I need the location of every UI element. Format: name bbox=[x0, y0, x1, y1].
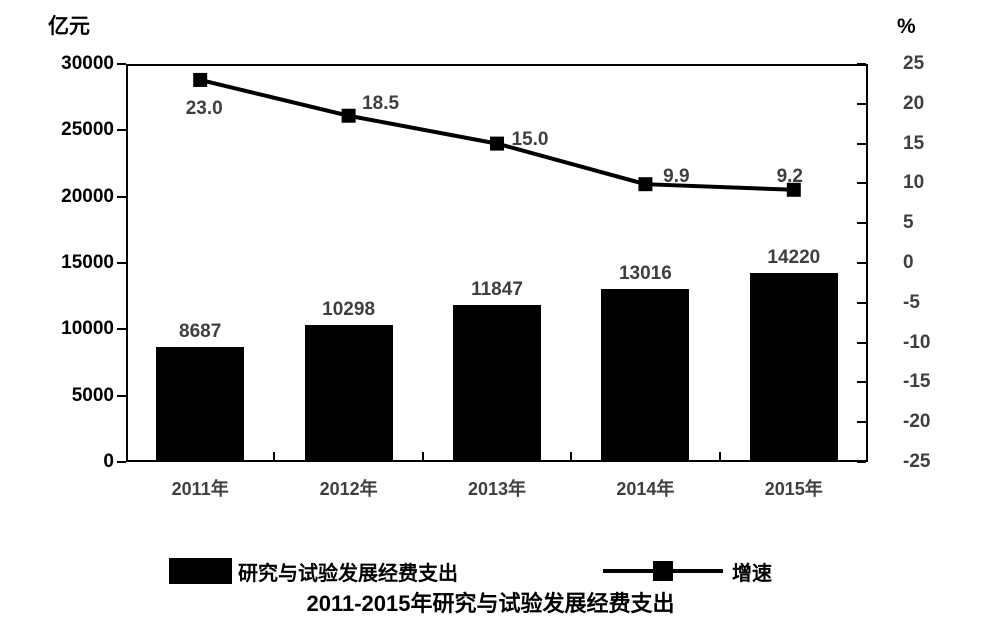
left-axis-tick-mark bbox=[117, 328, 126, 331]
line-point-label: 23.0 bbox=[185, 97, 223, 119]
right-axis-tick-label: 10 bbox=[903, 172, 925, 194]
left-axis-tick-label: 20000 bbox=[61, 185, 114, 207]
left-axis-tick-label: 15000 bbox=[61, 252, 114, 273]
line-point-label: 9.2 bbox=[776, 165, 803, 187]
right-axis-tick-label: -5 bbox=[903, 291, 920, 313]
bar-value-label: 13016 bbox=[618, 263, 672, 285]
line-point-label: 18.5 bbox=[362, 92, 400, 114]
right-axis-tick-mark bbox=[857, 222, 866, 225]
right-axis-tick-label: 5 bbox=[903, 212, 914, 234]
left-axis-tick-label: 30000 bbox=[61, 53, 114, 74]
right-axis-tick-label: -10 bbox=[903, 331, 931, 353]
left-axis-tick-label: 0 bbox=[103, 451, 114, 472]
left-axis-tick-mark bbox=[117, 394, 126, 397]
right-axis-tick-mark bbox=[857, 381, 866, 384]
legend-line-label: 增速 bbox=[732, 562, 772, 585]
bar bbox=[304, 325, 393, 462]
right-axis-tick-mark bbox=[857, 63, 866, 65]
bar bbox=[749, 273, 838, 462]
left-axis-tick-mark bbox=[117, 129, 126, 132]
left-axis-tick-mark bbox=[117, 195, 126, 198]
bar-value-label: 8687 bbox=[179, 320, 222, 342]
x-axis-tick-mark bbox=[273, 452, 276, 461]
bar bbox=[601, 289, 690, 462]
line-series-swatch bbox=[603, 554, 723, 588]
bar-value-label: 14220 bbox=[767, 247, 821, 269]
left-axis-tick-mark bbox=[117, 262, 126, 264]
right-axis-tick-label: -20 bbox=[903, 411, 931, 433]
line-point-label: 15.0 bbox=[511, 128, 549, 150]
right-axis-tick-mark bbox=[857, 421, 866, 424]
bar bbox=[156, 346, 245, 462]
left-axis-tick-mark bbox=[117, 461, 126, 463]
right-axis-tick-mark bbox=[857, 142, 866, 145]
right-axis-tick-label: -25 bbox=[903, 451, 931, 472]
left-axis-tick-mark bbox=[117, 63, 126, 65]
right-axis-tick-label: 0 bbox=[903, 252, 914, 273]
right-axis-unit-label: % bbox=[897, 15, 916, 38]
right-axis-tick-label: -15 bbox=[903, 371, 931, 393]
right-axis-tick-label: 20 bbox=[903, 92, 925, 114]
x-axis-label: 2013年 bbox=[467, 479, 527, 499]
x-axis-label: 2014年 bbox=[616, 479, 675, 499]
right-axis-tick-mark bbox=[857, 102, 866, 105]
bar-value-label: 10298 bbox=[322, 299, 376, 321]
right-axis-tick-label: 25 bbox=[903, 53, 925, 74]
x-axis-label: 2012年 bbox=[319, 479, 378, 499]
left-axis-tick-label: 25000 bbox=[61, 119, 114, 141]
bar bbox=[453, 304, 541, 462]
x-axis-tick-mark bbox=[718, 452, 721, 461]
x-axis-tick-mark bbox=[570, 452, 573, 461]
line-point-label: 9.9 bbox=[663, 166, 690, 188]
right-axis-tick-mark bbox=[857, 262, 866, 264]
right-axis-tick-mark bbox=[857, 461, 866, 463]
right-axis-tick-mark bbox=[857, 301, 866, 304]
line-swatch-marker-icon bbox=[653, 561, 673, 581]
bar-series-swatch bbox=[169, 558, 232, 584]
right-axis-tick-mark bbox=[857, 341, 866, 344]
left-axis-tick-label: 10000 bbox=[61, 318, 114, 340]
legend-item-line: 增速 bbox=[603, 554, 772, 588]
x-axis-label: 2011年 bbox=[171, 479, 229, 499]
right-axis-tick-mark bbox=[857, 182, 866, 185]
chart-title: 2011-2015年研究与试验发展经费支出 bbox=[306, 591, 675, 616]
left-axis-unit-label: 亿元 bbox=[48, 15, 90, 38]
bar-value-label: 11847 bbox=[471, 278, 523, 300]
legend-bar-label: 研究与试验发展经费支出 bbox=[238, 562, 458, 585]
left-axis-tick-label: 5000 bbox=[71, 384, 114, 406]
legend-item-bar: 研究与试验发展经费支出 bbox=[169, 554, 458, 588]
x-axis-tick-mark bbox=[421, 452, 424, 461]
x-axis-label: 2015年 bbox=[764, 479, 823, 499]
right-axis-tick-label: 15 bbox=[903, 132, 925, 154]
